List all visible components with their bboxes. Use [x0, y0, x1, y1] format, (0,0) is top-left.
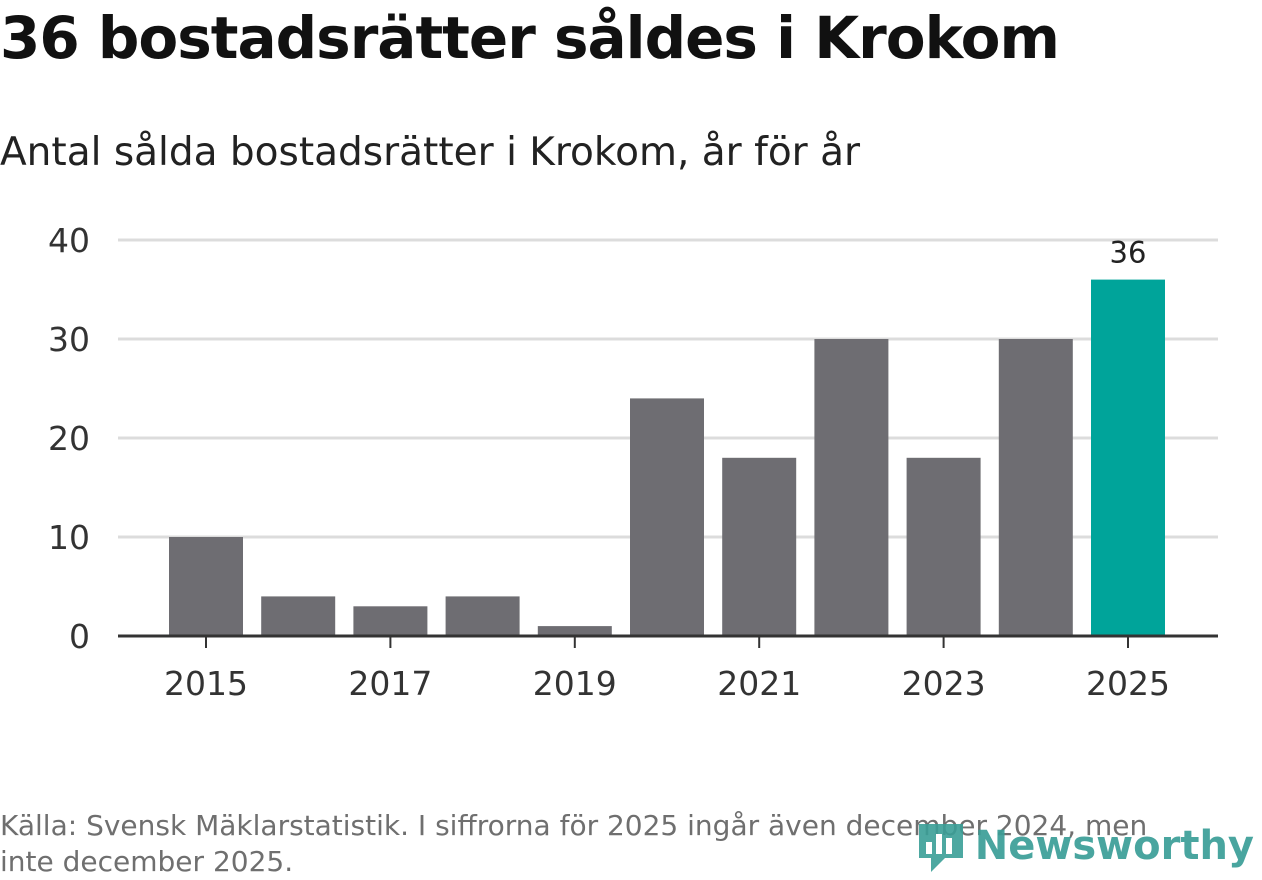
bar-2021	[722, 457, 797, 636]
x-tick-label: 2017	[348, 664, 432, 703]
logo-text: Newsworthy	[974, 823, 1254, 869]
axes	[118, 634, 1218, 648]
chart-title: 36 bostadsrätter såldes i Krokom	[0, 4, 1060, 72]
bar-2023	[906, 457, 981, 636]
x-tick-label: 2023	[902, 664, 986, 703]
x-tick-label: 2019	[533, 664, 617, 703]
bar-2022	[814, 339, 889, 636]
bar-2015	[169, 537, 243, 636]
y-tick-label: 20	[48, 419, 90, 458]
bar-2016	[261, 596, 336, 636]
chart-subtitle: Antal sålda bostadsrätter i Krokom, år f…	[0, 130, 861, 175]
bar-2025	[1091, 279, 1165, 636]
y-tick-label: 30	[48, 320, 90, 359]
x-tick-label: 2025	[1086, 664, 1170, 703]
bars	[169, 279, 1165, 636]
bar-2017	[353, 606, 428, 636]
x-tick-label: 2021	[717, 664, 801, 703]
bar-2018	[445, 596, 520, 636]
y-tick-label: 0	[69, 617, 90, 656]
data-label: 36	[1110, 236, 1147, 270]
y-tick-label: 40	[48, 221, 90, 260]
newsworthy-logo-icon	[918, 824, 963, 872]
y-tick-label: 10	[48, 518, 90, 557]
x-tick-label: 2015	[164, 664, 248, 703]
bar-2024	[998, 339, 1073, 636]
bar-2019	[537, 626, 612, 636]
newsworthy-logo: Newsworthy	[915, 818, 1254, 874]
bar-2020	[630, 398, 704, 636]
labels: 0 10 20 30 40 2015 2017 2019 2021 2023 2025 36	[48, 221, 1170, 703]
